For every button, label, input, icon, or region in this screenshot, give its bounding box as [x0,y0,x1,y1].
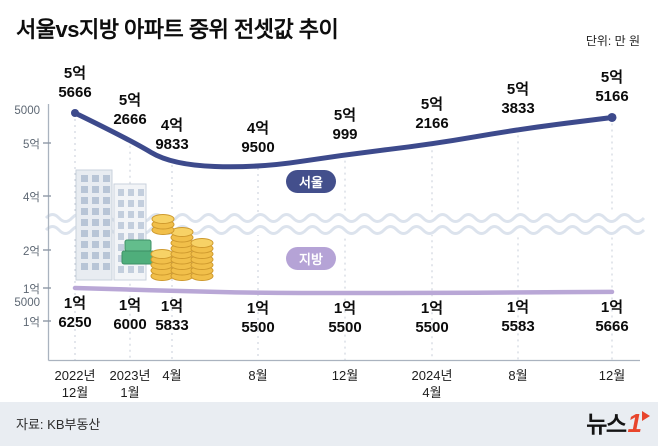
footer-band: 자료: KB부동산 뉴스1 [0,402,658,446]
news1-logo-one: 1 [627,408,642,438]
buildings-coins-illustration [75,169,214,281]
seoul-series-line [72,110,615,170]
data-source: 자료: KB부동산 [16,417,101,432]
local-series-line [72,285,615,296]
series-badge-seoul: 서울 [286,170,336,193]
page-title: 서울vs지방 아파트 중위 전셋값 추이 [16,17,339,42]
unit-label: 단위: 만 원 [585,34,640,48]
news1-logo-text: 뉴스 [586,411,627,437]
news1-logo: 뉴스1 [586,405,642,439]
series-badge-local: 지방 [286,247,336,270]
